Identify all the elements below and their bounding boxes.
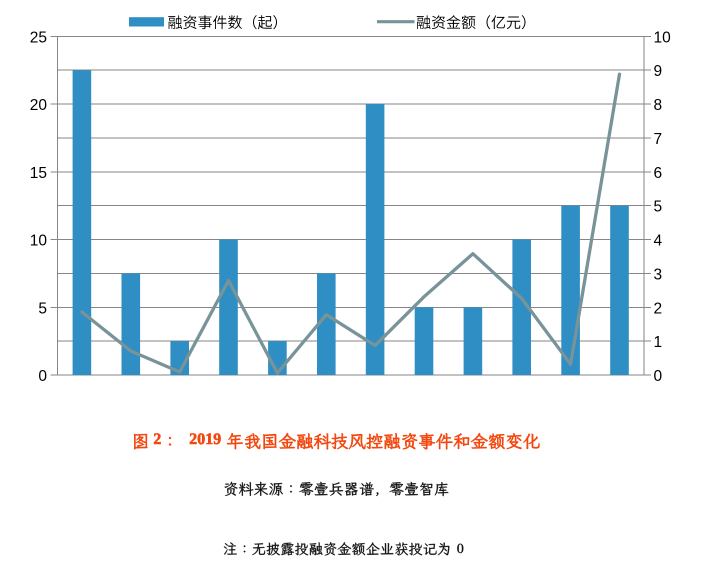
svg-text:5: 5: [38, 300, 47, 317]
svg-text:7: 7: [654, 131, 663, 148]
svg-text:20: 20: [30, 97, 48, 114]
svg-text:6: 6: [654, 165, 663, 182]
svg-text:15: 15: [30, 165, 47, 182]
svg-text:25: 25: [30, 29, 47, 46]
svg-text:4: 4: [654, 233, 663, 250]
svg-text:1: 1: [654, 334, 663, 351]
svg-text:3: 3: [654, 266, 663, 283]
svg-text:2: 2: [654, 300, 663, 317]
svg-text:9: 9: [654, 63, 663, 80]
svg-text:0: 0: [38, 368, 47, 385]
svg-text:10: 10: [30, 233, 48, 250]
svg-text:8: 8: [654, 97, 663, 114]
svg-text:10: 10: [654, 29, 672, 46]
svg-text:5: 5: [654, 199, 663, 216]
svg-text:0: 0: [654, 368, 663, 385]
